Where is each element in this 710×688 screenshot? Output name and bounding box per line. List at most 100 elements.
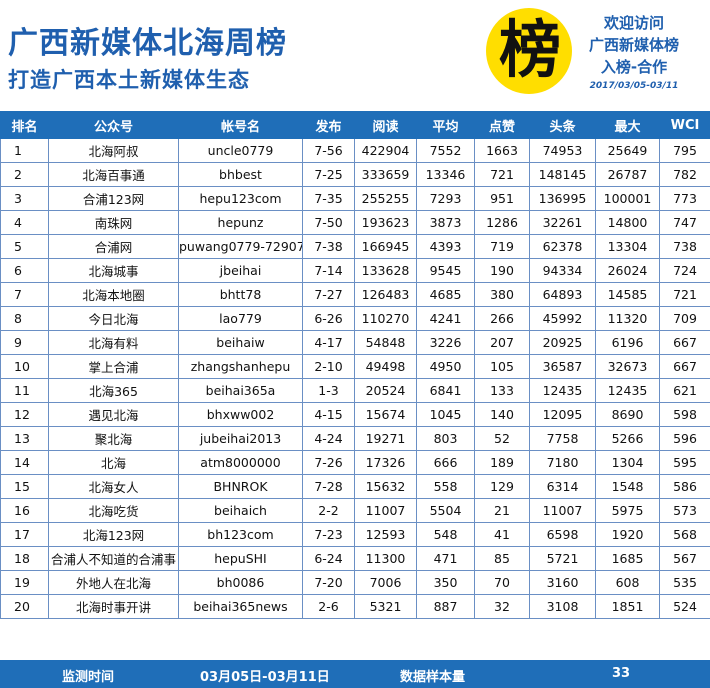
cell-likes: 129 bbox=[474, 474, 530, 499]
cell-headline: 64893 bbox=[529, 282, 596, 307]
cell-reads: 126483 bbox=[354, 282, 417, 307]
cell-account-id: atm8000000 bbox=[178, 450, 303, 475]
cell-wci: 621 bbox=[659, 378, 710, 403]
table-row: 2 北海百事通 bhbest 7-25 333659 13346 721 148145 2678… bbox=[0, 162, 710, 187]
cell-wci: 738 bbox=[659, 234, 710, 259]
table-row: 16 北海吃货 beihaich 2-2 11007 5504 21 11007 5975 573 bbox=[0, 498, 710, 523]
cell-account: 南珠网 bbox=[48, 210, 179, 235]
cell-posts: 1-3 bbox=[302, 378, 355, 403]
col-header-id: 帐号名 bbox=[178, 111, 303, 139]
cell-reads: 11300 bbox=[354, 546, 417, 571]
cell-max: 26787 bbox=[595, 162, 660, 187]
cell-account: 北海百事通 bbox=[48, 162, 179, 187]
cell-posts: 6-24 bbox=[302, 546, 355, 571]
cell-rank: 12 bbox=[0, 402, 49, 427]
cell-reads: 333659 bbox=[354, 162, 417, 187]
cell-max: 32673 bbox=[595, 354, 660, 379]
cell-account-id: beihai365news bbox=[178, 594, 303, 619]
cell-likes: 32 bbox=[474, 594, 530, 619]
cell-account-id: bh123com bbox=[178, 522, 303, 547]
cell-account: 北海时事开讲 bbox=[48, 594, 179, 619]
cell-posts: 4-17 bbox=[302, 330, 355, 355]
cell-wci: 709 bbox=[659, 306, 710, 331]
cell-reads: 17326 bbox=[354, 450, 417, 475]
cell-average: 887 bbox=[416, 594, 475, 619]
cell-account-id: uncle0779 bbox=[178, 138, 303, 163]
cell-rank: 18 bbox=[0, 546, 49, 571]
cell-average: 4950 bbox=[416, 354, 475, 379]
table-row: 13 聚北海 jubeihai2013 4-24 19271 803 52 7758 5266 5… bbox=[0, 426, 710, 451]
logo-char: 榜 bbox=[498, 13, 561, 86]
cell-wci: 721 bbox=[659, 282, 710, 307]
footer-sample-label: 数据样本量 bbox=[400, 670, 466, 685]
cell-account: 北海城事 bbox=[48, 258, 179, 283]
cell-average: 471 bbox=[416, 546, 475, 571]
cell-wci: 667 bbox=[659, 354, 710, 379]
cell-reads: 15674 bbox=[354, 402, 417, 427]
cell-account-id: lao779 bbox=[178, 306, 303, 331]
header: 广西新媒体北海周榜 打造广西本土新媒体生态 榜 欢迎访问 广西新媒体榜 入榜-合… bbox=[0, 0, 710, 111]
cell-wci: 782 bbox=[659, 162, 710, 187]
cell-wci: 568 bbox=[659, 522, 710, 547]
cell-headline: 62378 bbox=[529, 234, 596, 259]
cell-account-id: hepunz bbox=[178, 210, 303, 235]
cell-max: 13304 bbox=[595, 234, 660, 259]
cell-max: 14800 bbox=[595, 210, 660, 235]
cell-account-id: puwang0779-72907 bbox=[178, 234, 303, 259]
cell-max: 5266 bbox=[595, 426, 660, 451]
cell-headline: 11007 bbox=[529, 498, 596, 523]
cell-posts: 7-56 bbox=[302, 138, 355, 163]
cell-max: 12435 bbox=[595, 378, 660, 403]
cell-posts: 7-26 bbox=[302, 450, 355, 475]
cell-account: 北海365 bbox=[48, 378, 179, 403]
cell-wci: 598 bbox=[659, 402, 710, 427]
cell-account-id: bhxww002 bbox=[178, 402, 303, 427]
promo-welcome: 欢迎访问 bbox=[603, 14, 664, 32]
cell-reads: 5321 bbox=[354, 594, 417, 619]
cell-posts: 4-15 bbox=[302, 402, 355, 427]
cell-reads: 422904 bbox=[354, 138, 417, 163]
table-row: 5 合浦网 puwang0779-72907 7-38 166945 4393 719 623… bbox=[0, 234, 710, 259]
cell-average: 13346 bbox=[416, 162, 475, 187]
cell-rank: 7 bbox=[0, 282, 49, 307]
cell-reads: 193623 bbox=[354, 210, 417, 235]
cell-max: 1851 bbox=[595, 594, 660, 619]
cell-account: 今日北海 bbox=[48, 306, 179, 331]
cell-rank: 16 bbox=[0, 498, 49, 523]
cell-likes: 133 bbox=[474, 378, 530, 403]
footer-period-label: 监测时间 bbox=[62, 670, 115, 685]
ranking-logo: 榜 bbox=[486, 8, 572, 94]
ranking-table: 排名 公众号 帐号名 发布 阅读 平均 点赞 头条 最大 WCI 1 北海阿叔 un… bbox=[0, 111, 710, 619]
cell-headline: 36587 bbox=[529, 354, 596, 379]
cell-likes: 85 bbox=[474, 546, 530, 571]
cell-max: 5975 bbox=[595, 498, 660, 523]
cell-reads: 11007 bbox=[354, 498, 417, 523]
cell-headline: 6314 bbox=[529, 474, 596, 499]
cell-posts: 7-23 bbox=[302, 522, 355, 547]
col-header-average: 平均 bbox=[416, 111, 475, 139]
cell-likes: 70 bbox=[474, 570, 530, 595]
cell-account: 北海本地圈 bbox=[48, 282, 179, 307]
cell-reads: 255255 bbox=[354, 186, 417, 211]
cell-reads: 49498 bbox=[354, 354, 417, 379]
cell-rank: 17 bbox=[0, 522, 49, 547]
table-row: 19 外地人在北海 bh0086 7-20 7006 350 70 3160 608 535 bbox=[0, 570, 710, 595]
cell-reads: 54848 bbox=[354, 330, 417, 355]
cell-reads: 110270 bbox=[354, 306, 417, 331]
table-row: 11 北海365 beihai365a 1-3 20524 6841 133 12435 124… bbox=[0, 378, 710, 403]
cell-rank: 8 bbox=[0, 306, 49, 331]
cell-reads: 20524 bbox=[354, 378, 417, 403]
cell-likes: 951 bbox=[474, 186, 530, 211]
cell-account: 合浦网 bbox=[48, 234, 179, 259]
cell-posts: 4-24 bbox=[302, 426, 355, 451]
cell-wci: 773 bbox=[659, 186, 710, 211]
cell-rank: 4 bbox=[0, 210, 49, 235]
cell-rank: 19 bbox=[0, 570, 49, 595]
cell-likes: 719 bbox=[474, 234, 530, 259]
cell-account: 合浦123网 bbox=[48, 186, 179, 211]
cell-rank: 5 bbox=[0, 234, 49, 259]
cell-average: 350 bbox=[416, 570, 475, 595]
table-row: 17 北海123网 bh123com 7-23 12593 548 41 6598 1920 56… bbox=[0, 522, 710, 547]
cell-account-id: bhbest bbox=[178, 162, 303, 187]
cell-posts: 7-27 bbox=[302, 282, 355, 307]
